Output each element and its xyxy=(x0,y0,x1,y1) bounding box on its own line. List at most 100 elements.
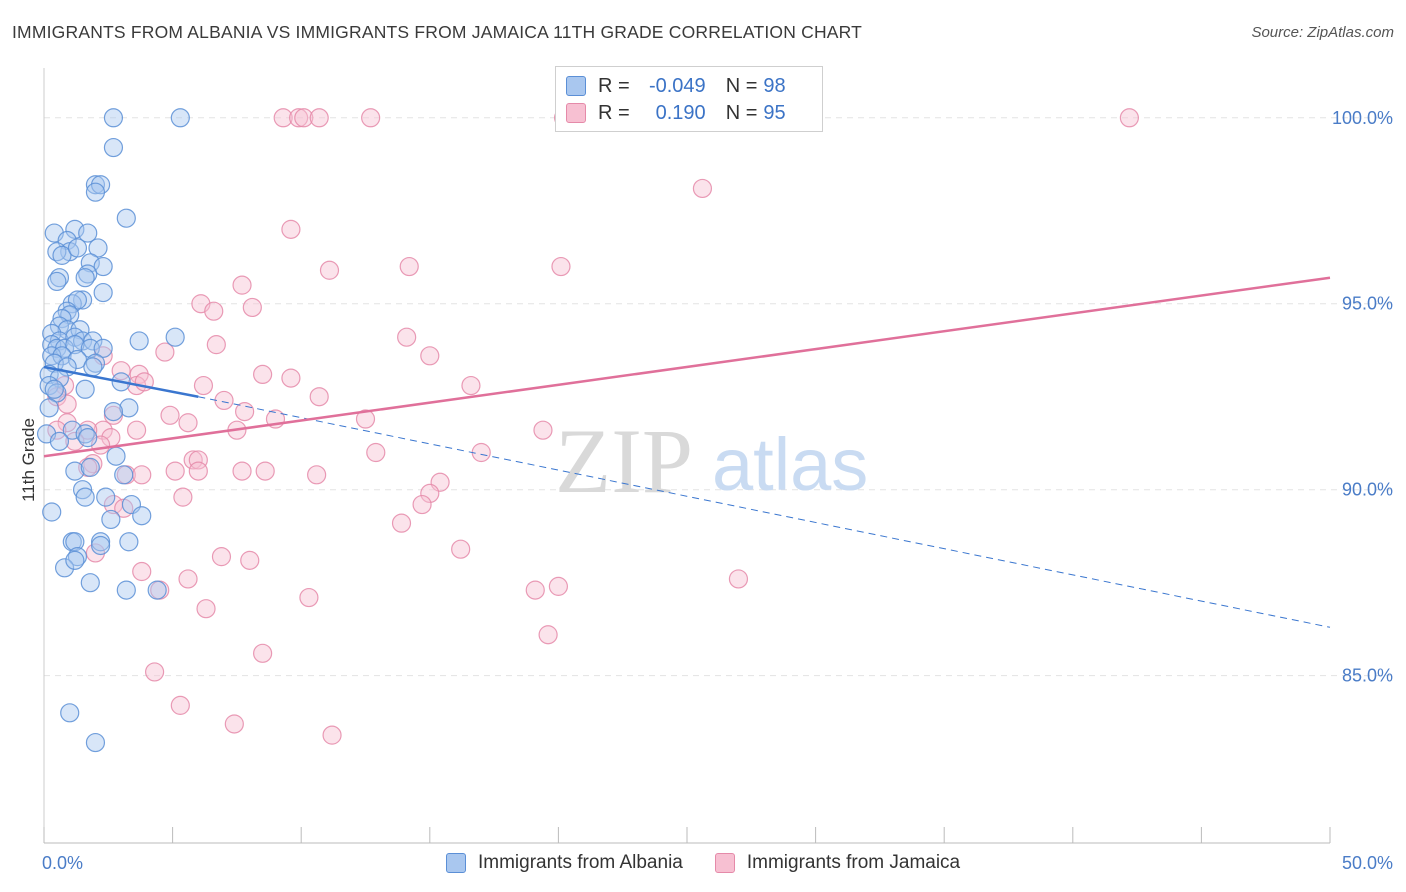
albania-point xyxy=(72,290,93,310)
jamaica-point xyxy=(1119,108,1139,128)
albania-point xyxy=(85,175,106,195)
albania-point xyxy=(119,398,139,418)
albania-point xyxy=(103,137,124,158)
jamaica-point xyxy=(299,587,319,608)
albania-point xyxy=(129,331,149,351)
albania-point xyxy=(75,379,95,399)
albania-point xyxy=(165,327,185,347)
source-label: Source: ZipAtlas.com xyxy=(1251,24,1394,41)
jamaica-point xyxy=(170,695,190,715)
albania-point xyxy=(47,242,67,262)
albania-point xyxy=(132,506,152,526)
jamaica-point xyxy=(253,643,273,663)
jamaica-point xyxy=(188,450,208,470)
jamaica-swatch xyxy=(566,103,586,123)
n-label: N = xyxy=(725,74,758,97)
jamaica-point xyxy=(728,569,749,589)
legend-item-jamaica[interactable]: Immigrants from Jamaica xyxy=(714,852,961,874)
jamaica-point xyxy=(206,335,226,355)
albania-point xyxy=(52,245,72,265)
y-tick-label: 95.0% xyxy=(1342,294,1393,314)
jamaica-point xyxy=(173,487,193,507)
albania-point xyxy=(42,502,62,522)
y-tick-label: 100.0% xyxy=(1332,108,1393,128)
jamaica-point xyxy=(111,361,131,381)
albania-point xyxy=(93,282,113,303)
gridlines xyxy=(44,117,1392,677)
albania-point xyxy=(60,703,80,723)
jamaica-point xyxy=(144,662,165,682)
albania-point xyxy=(42,323,62,344)
jamaica-point xyxy=(193,375,214,396)
albania-point xyxy=(147,580,167,600)
jamaica-point xyxy=(361,108,381,128)
jamaica-point xyxy=(240,550,260,570)
legend-row-jamaica: R = 0.190 N = 95 xyxy=(566,100,786,126)
jamaica-point xyxy=(224,714,244,734)
jamaica-point xyxy=(525,580,545,600)
x-tick-label: 0.0% xyxy=(42,853,83,873)
albania-point xyxy=(101,509,121,530)
jamaica-point xyxy=(471,442,491,463)
jamaica-point xyxy=(196,599,216,619)
albania-point xyxy=(52,309,72,329)
jamaica-point xyxy=(211,547,232,567)
jamaica-point xyxy=(319,260,340,280)
albania-trend-dashed xyxy=(198,396,1331,628)
jamaica-point xyxy=(366,442,386,463)
albania-r-value: -0.049 xyxy=(648,74,706,97)
jamaica-point xyxy=(160,405,180,425)
albania-point xyxy=(90,535,111,556)
jamaica-point xyxy=(132,561,152,582)
albania-point xyxy=(119,532,139,552)
jamaica-point xyxy=(355,409,376,429)
albania-point xyxy=(80,573,100,593)
albania-point xyxy=(39,375,59,396)
jamaica-point xyxy=(391,513,412,533)
albania-point xyxy=(65,219,85,239)
jamaica-point xyxy=(538,625,558,645)
watermark-atlas: atlas xyxy=(712,423,868,506)
albania-point xyxy=(72,480,93,500)
albania-point xyxy=(47,271,67,292)
albania-point xyxy=(54,558,75,578)
albania-point xyxy=(83,331,103,351)
jamaica-point xyxy=(126,420,147,440)
jamaica-point xyxy=(551,256,571,277)
albania-point xyxy=(116,208,136,228)
albania-point xyxy=(44,379,64,399)
jamaica-n-value: 95 xyxy=(763,101,786,124)
albania-legend-swatch xyxy=(446,853,466,873)
jamaica-point xyxy=(281,368,301,388)
albania-point xyxy=(85,732,106,753)
jamaica-legend-swatch xyxy=(714,853,735,873)
jamaica-point xyxy=(461,375,481,396)
albania-n-value: 98 xyxy=(763,74,786,97)
jamaica-point xyxy=(132,465,152,485)
jamaica-point xyxy=(253,364,273,384)
stats-legend: R = -0.049 N = 98 R = 0.190 N = 95 xyxy=(555,66,823,132)
series-legend: Immigrants from Albania Immigrants from … xyxy=(446,852,992,874)
jamaica-point xyxy=(289,108,309,128)
jamaica-point xyxy=(65,431,85,451)
albania-points xyxy=(36,108,190,753)
albania-point xyxy=(75,268,95,288)
r-label: R = xyxy=(598,101,630,124)
albania-point xyxy=(67,238,88,258)
albania-trend-line xyxy=(43,365,199,398)
legend-item-albania[interactable]: Immigrants from Albania xyxy=(446,852,683,874)
n-label: N = xyxy=(725,101,758,124)
albania-point xyxy=(85,182,106,202)
albania-point xyxy=(93,338,113,358)
albania-point xyxy=(75,487,95,507)
albania-point xyxy=(170,108,190,128)
jamaica-legend-label: Immigrants from Jamaica xyxy=(746,852,961,873)
albania-point xyxy=(78,223,98,243)
y-tick-label: 85.0% xyxy=(1342,666,1393,686)
jamaica-point xyxy=(281,219,301,239)
jamaica-point xyxy=(183,450,203,470)
albania-point xyxy=(83,357,103,377)
jamaica-point xyxy=(232,275,252,295)
albania-point xyxy=(103,108,124,128)
